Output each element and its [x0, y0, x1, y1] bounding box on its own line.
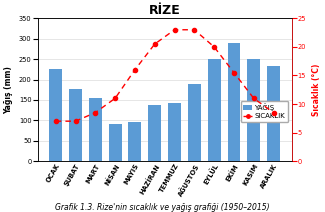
Bar [109, 124, 122, 161]
Bar [247, 59, 260, 161]
Bar [208, 59, 221, 161]
Y-axis label: Sıcaklık (°C): Sıcaklık (°C) [312, 64, 321, 116]
Legend: YAĞIŞ, SICAKLIK: YAĞIŞ, SICAKLIK [240, 101, 288, 122]
Bar [69, 89, 82, 161]
Bar [168, 103, 181, 161]
Bar [49, 69, 62, 161]
Title: RİZE: RİZE [149, 4, 180, 17]
Bar [148, 105, 161, 161]
Bar [188, 84, 201, 161]
Text: Grafik 1.3. Rize'nin sıcaklık ve yağış grafiği (1950–2015): Grafik 1.3. Rize'nin sıcaklık ve yağış g… [55, 203, 270, 212]
Y-axis label: Yağış (mm): Yağış (mm) [4, 66, 13, 114]
Bar [227, 43, 240, 161]
Bar [267, 67, 280, 161]
Bar [128, 122, 141, 161]
Bar [89, 98, 102, 161]
